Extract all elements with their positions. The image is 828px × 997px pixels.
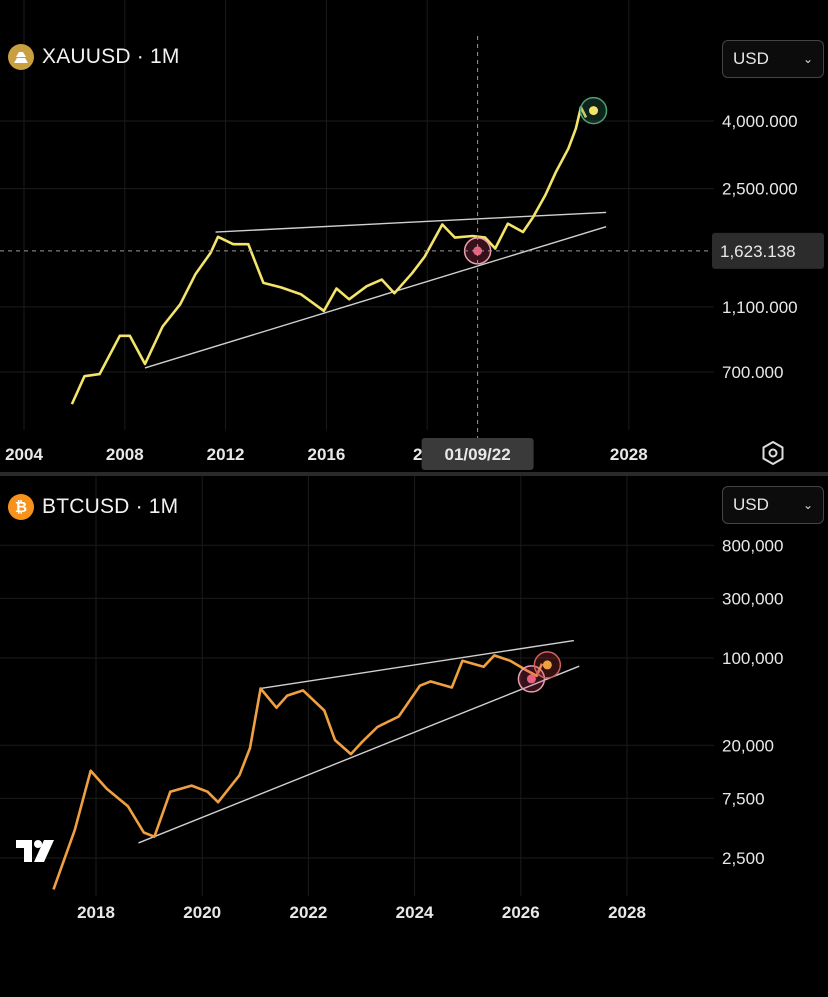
- y-tick-label: 2,500: [722, 849, 765, 868]
- trendline: [260, 639, 575, 690]
- btcusd-chart[interactable]: 800,000 300,000 100,000 20,000 7,500 2,500 20…: [0, 476, 828, 992]
- x-tick-label: 2008: [106, 445, 144, 464]
- crosshair-date-badge: [421, 438, 534, 470]
- settings-icon[interactable]: [760, 440, 786, 466]
- xauusd-chart-panel: 4,000.000 2,500.000 1,100.000 700.000 2004 2…: [0, 0, 828, 472]
- grid: [0, 476, 714, 896]
- x-axis-labels: 2018 2020 2022 2024 2026 2028: [77, 903, 646, 922]
- x-tick-label: 2028: [608, 903, 646, 922]
- currency-label: USD: [733, 49, 769, 68]
- crosshair-price-badge: [712, 232, 824, 269]
- y-tick-label: 7,500: [722, 789, 765, 808]
- point-markers: [517, 651, 562, 693]
- y-axis-labels: 4,000.000 2,500.000 1,100.000 700.000: [722, 112, 798, 382]
- xauusd-chart[interactable]: 4,000.000 2,500.000 1,100.000 700.000 2004 2…: [0, 0, 828, 472]
- trendlines: [144, 211, 607, 369]
- y-tick-label: 1,100.000: [722, 298, 798, 317]
- grid: [0, 0, 714, 430]
- y-tick-label: 800,000: [722, 536, 783, 555]
- panel-divider[interactable]: [0, 472, 828, 476]
- currency-label: USD: [733, 495, 769, 514]
- x-tick-label: 2024: [396, 903, 434, 922]
- y-tick-label: 100,000: [722, 649, 783, 668]
- y-tick-label: 300,000: [722, 589, 783, 608]
- trendline: [138, 665, 580, 844]
- y-tick-label: 20,000: [722, 736, 774, 755]
- marker-dot: [526, 674, 536, 684]
- symbol-title[interactable]: ₿ BTCUSD · 1M: [8, 494, 178, 520]
- btcusd-price-line: [52, 654, 544, 890]
- symbol-label: BTCUSD · 1M: [42, 495, 179, 518]
- crosshair-date-label: 01/09/22: [445, 445, 511, 464]
- x-tick-label: 2004: [5, 445, 43, 464]
- x-tick-label: 2020: [183, 903, 221, 922]
- marker-dot: [473, 246, 483, 256]
- x-tick-label: 2018: [77, 903, 115, 922]
- trendline: [215, 211, 607, 233]
- x-axis-labels: 20042008201220162022028: [5, 445, 648, 464]
- x-tick-label: 2012: [207, 445, 245, 464]
- tradingview-logo[interactable]: [14, 836, 66, 869]
- x-tick-label: 2026: [502, 903, 540, 922]
- x-tick-label: 2022: [289, 903, 327, 922]
- y-axis-labels: 800,000 300,000 100,000 20,000 7,500 2,500: [722, 536, 783, 868]
- crosshair-price-label: 1,623.138: [720, 242, 796, 261]
- trendlines: [138, 639, 580, 844]
- xauusd-price-line: [70, 106, 588, 405]
- chevron-down-icon: ⌄: [802, 52, 813, 66]
- symbol-title[interactable]: XAUUSD · 1M: [8, 44, 180, 70]
- symbol-label: XAUUSD · 1M: [42, 45, 180, 68]
- crosshair: 01/09/22 1,623.138: [0, 36, 824, 470]
- gold-bars-icon: [8, 44, 34, 70]
- trendline: [144, 226, 607, 369]
- x-tick-label: 2016: [307, 445, 345, 464]
- y-tick-label: 4,000.000: [722, 112, 798, 131]
- bitcoin-icon: ₿: [8, 494, 34, 520]
- y-tick-label: 700.000: [722, 363, 783, 382]
- marker-dot: [589, 106, 599, 116]
- y-tick-label: 2,500.000: [722, 180, 798, 199]
- currency-dropdown[interactable]: USD ⌄: [722, 40, 824, 78]
- x-tick-label: 2028: [610, 445, 648, 464]
- currency-dropdown[interactable]: USD ⌄: [722, 486, 824, 524]
- btcusd-chart-panel: 800,000 300,000 100,000 20,000 7,500 2,500 20…: [0, 476, 828, 992]
- chevron-down-icon: ⌄: [802, 498, 813, 512]
- marker-dot: [542, 660, 552, 670]
